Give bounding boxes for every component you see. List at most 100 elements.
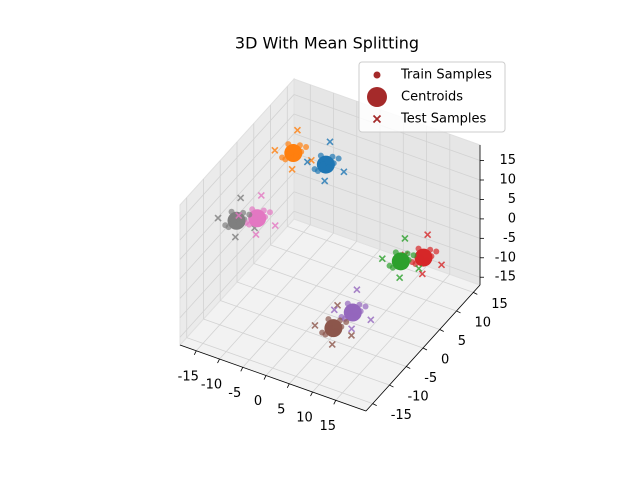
tick-mark — [389, 384, 394, 388]
z-tick-label: -10 — [495, 250, 516, 265]
test-point — [353, 286, 361, 294]
train-point — [417, 254, 424, 261]
legend: Train Samples Centroids Test Samples — [358, 61, 506, 133]
grid-line — [179, 133, 295, 260]
grid-line — [179, 94, 295, 221]
z-tick-label: 0 — [508, 211, 516, 226]
train-point — [412, 260, 419, 267]
test-point — [396, 274, 404, 282]
grid-line — [293, 210, 481, 278]
test-point — [348, 325, 356, 333]
tick-mark — [456, 310, 461, 314]
train-point — [314, 167, 321, 174]
train-point — [400, 261, 407, 268]
test-point — [333, 301, 342, 309]
tick-mark — [406, 366, 411, 369]
grid-line — [270, 244, 457, 312]
legend-marker — [367, 87, 387, 107]
tick-mark — [240, 367, 244, 372]
train-point — [230, 217, 237, 224]
grid-line — [179, 210, 295, 338]
axis-line — [179, 344, 367, 412]
test-point — [271, 221, 279, 230]
train-point — [266, 209, 273, 216]
train-point — [333, 328, 340, 335]
x-tick-label: -10 — [201, 378, 222, 393]
train-point — [257, 218, 264, 225]
x-tick-label: -15 — [178, 369, 199, 384]
test-point — [367, 316, 375, 324]
y-tick-label: 0 — [441, 353, 449, 368]
test-point — [340, 168, 348, 176]
test-point — [321, 177, 329, 185]
axes: -15-10-5051015-15-10-5051015-15-10-50510… — [178, 145, 516, 434]
train-point — [335, 155, 342, 162]
test-point — [307, 156, 315, 164]
grid-line — [179, 113, 295, 241]
z-tick-label: 15 — [499, 153, 516, 168]
grid-line — [293, 171, 481, 239]
legend-box — [358, 61, 506, 133]
train-point — [327, 324, 334, 331]
train-point — [362, 303, 369, 310]
legend-marker — [372, 114, 382, 124]
tick-mark — [422, 347, 428, 351]
test-point — [235, 212, 243, 220]
tick-mark — [439, 329, 444, 332]
x-tick-label: -5 — [228, 386, 241, 401]
grid-line — [186, 337, 373, 404]
y-tick-label: -5 — [424, 371, 437, 386]
z-tick-label: -15 — [495, 270, 516, 285]
legend-label: Test Samples — [400, 112, 486, 127]
train-point — [293, 153, 300, 160]
test-point — [330, 306, 338, 314]
tick-mark — [193, 350, 197, 355]
train-point — [325, 164, 332, 171]
grid-line — [293, 133, 481, 200]
points — [214, 126, 446, 349]
y-tick-label: 10 — [475, 315, 492, 330]
test-point — [293, 126, 301, 134]
train-point — [389, 264, 396, 271]
train-point — [343, 319, 350, 326]
z-tick-label: 5 — [508, 192, 516, 207]
x-tick-label: 15 — [320, 419, 337, 434]
grid-line — [179, 191, 295, 319]
test-point — [418, 270, 426, 278]
z-tick-label: 10 — [499, 173, 516, 188]
grid-line — [203, 318, 390, 386]
test-point — [424, 231, 432, 239]
test-point — [257, 191, 265, 200]
test-point — [252, 231, 260, 239]
tick-mark — [286, 383, 290, 388]
tick-mark — [372, 403, 377, 406]
train-point — [423, 257, 430, 264]
train-point — [251, 215, 258, 222]
y-tick-label: 5 — [458, 334, 466, 349]
legend-label: Centroids — [401, 90, 463, 105]
tick-mark — [310, 391, 313, 397]
chart-title: 3D With Mean Splitting — [235, 34, 419, 53]
train-point — [346, 309, 353, 316]
train-point — [246, 211, 253, 218]
train-point — [319, 161, 326, 168]
test-point — [288, 165, 296, 173]
grid-line — [253, 263, 440, 330]
grid — [179, 84, 481, 404]
train-point — [282, 156, 289, 163]
tick-mark — [473, 292, 478, 295]
test-point — [378, 255, 386, 263]
test-point — [437, 261, 446, 269]
x-tick-label: 5 — [277, 402, 285, 417]
train-point — [225, 224, 232, 231]
train-point — [433, 248, 440, 255]
x-tick-label: 10 — [296, 411, 313, 426]
tick-mark — [217, 358, 220, 364]
test-point — [303, 158, 311, 166]
train-point — [394, 258, 401, 265]
test-point — [311, 321, 319, 330]
test-point — [415, 264, 423, 273]
train-point — [303, 143, 310, 150]
legend-marker — [373, 71, 381, 79]
